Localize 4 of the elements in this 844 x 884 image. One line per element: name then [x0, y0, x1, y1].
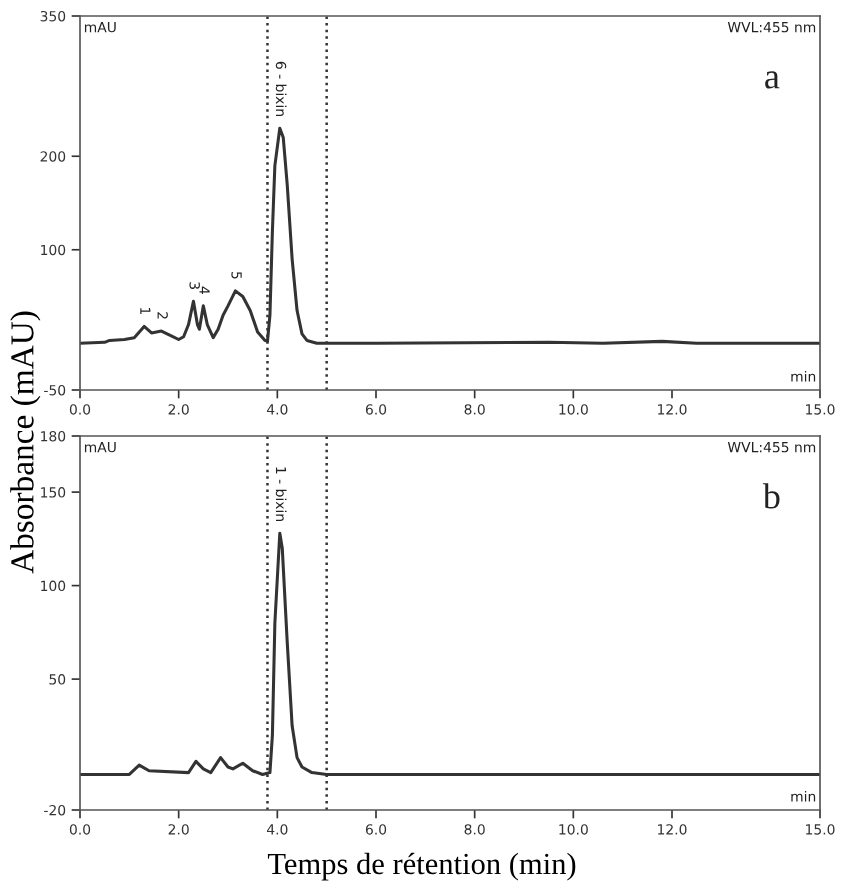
x-axis-title: Temps de rétention (min) [267, 852, 576, 881]
annotation: a [765, 71, 780, 89]
y-axis-title: Absorbance (mAU) [10, 311, 41, 574]
annotation: b [762, 483, 780, 509]
